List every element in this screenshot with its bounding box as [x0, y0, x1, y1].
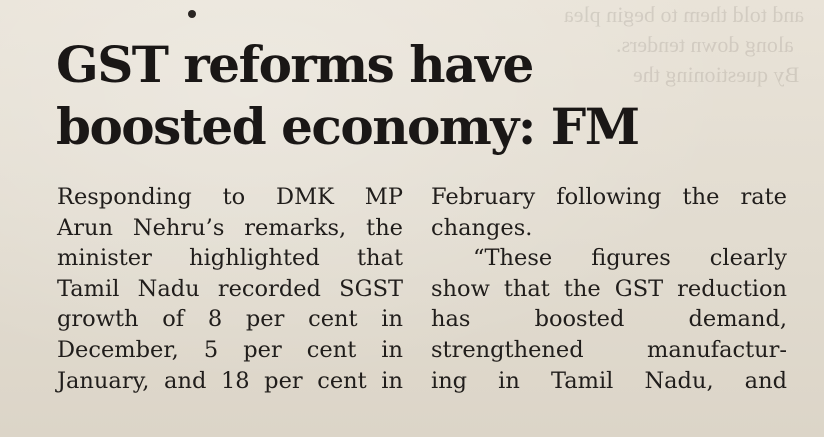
text-line: February following the rate — [431, 184, 787, 210]
ink-dot — [188, 10, 196, 18]
text-line: “These figures clearly — [473, 245, 787, 272]
article-column-right: February following the rate changes. “Th… — [431, 182, 787, 396]
headline-line-1: GST reforms have — [56, 35, 534, 94]
text-line: minister highlighted that — [57, 245, 403, 272]
text-line: strengthened manufactur- — [431, 336, 787, 363]
text-line: Responding to DMK MP — [57, 184, 403, 210]
headline-line-2: boosted economy: FM — [56, 97, 640, 156]
text-line: Arun Nehru’s remarks, the — [57, 214, 403, 241]
text-line: Tamil Nadu recorded SGST — [57, 275, 403, 302]
text-line: show that the GST reduction — [431, 275, 787, 302]
text-line: ing in Tamil Nadu, and — [431, 367, 787, 394]
headline: GST reforms have boosted economy: FM — [56, 34, 756, 158]
text-line: growth of 8 per cent in — [57, 306, 403, 333]
text-line: has boosted demand, — [431, 306, 787, 333]
article-column-left: Responding to DMK MP Arun Nehru’s remark… — [57, 182, 403, 396]
text-line: December, 5 per cent in — [57, 336, 403, 363]
text-line: changes. — [431, 214, 533, 241]
text-line: January, and 18 per cent in — [57, 367, 403, 394]
